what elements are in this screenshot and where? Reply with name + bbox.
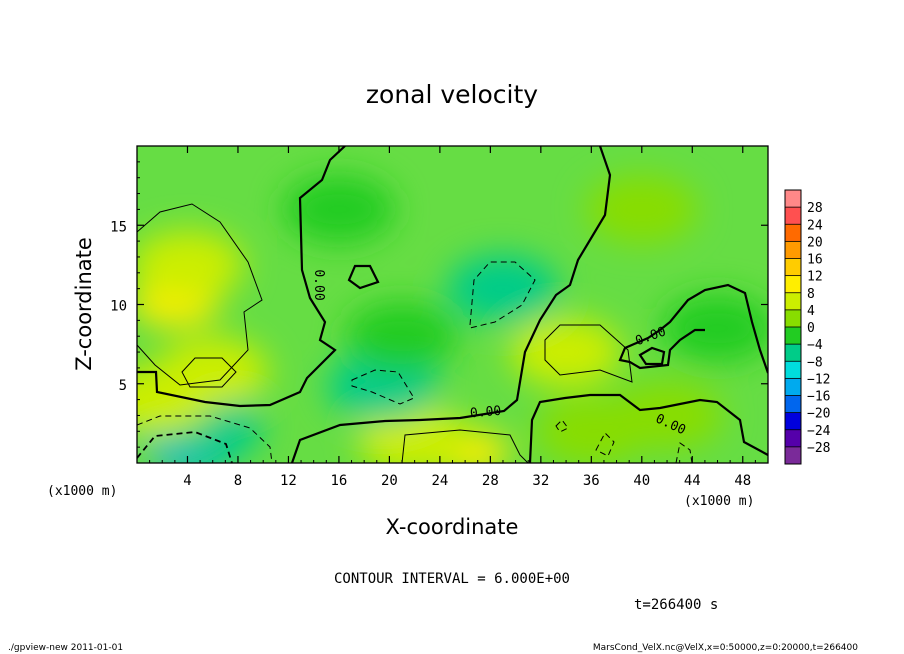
colorbar-label--16: −16 [807,390,830,405]
colorbar-segment-3 [785,241,801,259]
colorbar-segment-11 [785,378,801,396]
colorbar-label--4: −4 [807,338,823,353]
contour-plus-small [181,357,237,388]
zero-contour-lower [528,393,768,463]
x-tick-label-36: 36 [583,473,600,489]
colorbar-segment-4 [785,258,801,277]
colorbar-label--28: −28 [807,441,830,456]
colorbar-segment-10 [785,361,801,379]
colorbar-label-28: 28 [807,201,823,216]
colorbar-segment-9 [785,344,801,362]
x-tick-label-12: 12 [280,473,297,489]
contour-minus-upper [469,261,536,329]
zero-contour-mid [290,146,612,463]
colorbar-segment-0 [785,190,801,208]
x-tick-label-16: 16 [330,473,347,489]
y-tick-label-10: 10 [110,299,127,315]
x-unit-left: (x1000 m) [47,484,117,499]
footer-left: ./gpview-new 2011-01-01 [8,643,123,653]
x-tick-label-20: 20 [381,473,398,489]
colorbar-label-20: 20 [807,235,823,250]
y-tick-label-15: 15 [110,219,127,235]
colorbar-segment-13 [785,412,801,431]
colorbar-label-4: 4 [807,304,815,319]
colorbar-label-16: 16 [807,253,823,268]
colorbar-label--20: −20 [807,407,830,422]
y-axis-title: Z-coordinate [72,237,96,371]
contour-minus-east2 [675,442,693,463]
x-tick-label-48: 48 [734,473,751,489]
zero-contour-loop [638,346,666,366]
colorbar-segment-14 [785,429,801,448]
field-blobs [137,175,768,463]
x-tick-label-40: 40 [633,473,650,489]
contour-plus-west [137,203,263,386]
contour-minus-east [595,432,615,457]
contour-minus-east3 [555,419,569,433]
x-axis-title: X-coordinate [386,515,519,539]
contour-plus-center [401,429,529,463]
colorbar-segment-12 [785,395,801,414]
x-tick-label-24: 24 [431,473,448,489]
colorbar-label--24: −24 [807,424,831,439]
contour-lines [137,146,768,463]
colorbar-segment-6 [785,292,801,311]
colorbar-label-12: 12 [807,270,823,285]
chart-title: zonal velocity [366,80,538,109]
colorbar-label-0: 0 [807,321,815,336]
colorbar-segment-1 [785,207,801,225]
plot-field: 0.000.000.000.00 [137,146,768,463]
colorbar-segment-15 [785,446,801,465]
colorbar-label-8: 8 [807,287,815,302]
field-blob-9 [327,352,440,421]
y-axis: 5 10 15 [110,161,768,448]
colorbar-label-24: 24 [807,218,823,233]
field-blob-3 [137,230,244,299]
colorbar-label--12: −12 [807,372,830,387]
y-tick-label-5: 5 [119,378,127,394]
colorbar-segment-8 [785,327,801,345]
colorbar-segment-5 [785,275,801,294]
zero-contour-island [347,264,380,290]
field-blob-15 [282,175,395,244]
contour-label-0: 0.00 [311,269,326,300]
contour-label-1: 0.00 [469,404,502,422]
colorbar-segment-2 [785,224,801,242]
x-tick-label-28: 28 [482,473,499,489]
field-blob-10 [346,302,459,371]
field-blob-11 [510,318,623,387]
field-blob-8 [446,254,559,323]
x-tick-label-44: 44 [684,473,701,489]
field-blob-14 [611,381,724,450]
footer-right: MarsCond_VelX.nc@VelX,x=0:50000,z=0:2000… [593,643,858,653]
field-blob-16 [585,175,698,244]
x-unit-right: (x1000 m) [684,494,754,509]
time-label: t=266400 s [634,597,718,613]
x-axis: 4 8 12 16 20 24 28 32 36 40 44 48 [149,146,756,489]
zero-contour-right [618,283,768,374]
field-blob-13 [661,294,768,363]
x-tick-label-4: 4 [183,473,191,489]
contour-interval: CONTOUR INTERVAL = 6.000E+00 [334,571,570,587]
contour-plus-east [544,324,633,383]
colorbar-segment-7 [785,309,801,328]
contour-minus-middle [351,369,415,405]
zero-contour-main [137,146,346,408]
x-tick-label-8: 8 [234,473,242,489]
colorbar-label--8: −8 [807,355,823,370]
colorbar: 28 24 20 16 12 8 4 0 −4 −8 −12 −16 −20 −24 −28 [784,189,831,465]
contour-minus-west-outer [137,415,273,463]
x-tick-label-32: 32 [532,473,549,489]
